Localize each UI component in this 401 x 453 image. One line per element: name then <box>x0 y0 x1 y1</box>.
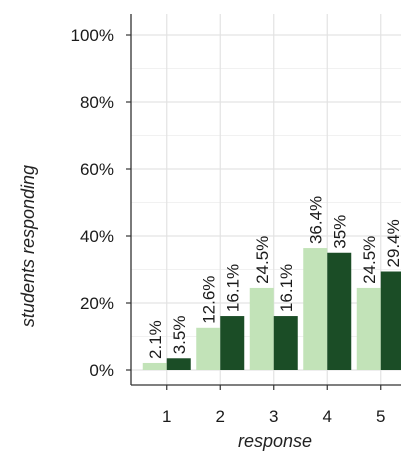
y-axis-label: students responding <box>18 165 38 327</box>
x-tick-label: 5 <box>376 407 385 426</box>
data-label-series-2-cat-4: 35% <box>330 215 349 249</box>
y-tick-label: 0% <box>89 361 114 380</box>
data-label-series-1-cat-4: 36.4% <box>306 196 325 244</box>
x-tick-label: 4 <box>323 407 332 426</box>
data-label-series-2-cat-2: 16.1% <box>223 264 242 312</box>
y-tick-label: 20% <box>80 294 114 313</box>
data-label-series-2-cat-3: 16.1% <box>277 264 296 312</box>
bar-series-1-cat-1 <box>142 362 167 370</box>
bars <box>142 248 401 370</box>
y-tick-label: 100% <box>71 26 114 45</box>
data-label-series-1-cat-5: 24.5% <box>360 236 379 284</box>
bar-series-1-cat-4 <box>303 248 328 370</box>
bar-series-1-cat-3 <box>249 287 274 370</box>
data-label-series-1-cat-2: 12.6% <box>199 276 218 324</box>
data-label-series-1-cat-1: 2.1% <box>146 320 165 359</box>
y-tick-label: 40% <box>80 227 114 246</box>
x-axis-label: response <box>238 431 312 451</box>
y-tick-label: 60% <box>80 160 114 179</box>
x-tick-label: 1 <box>162 407 171 426</box>
bar-series-1-cat-5 <box>356 287 381 370</box>
data-label-series-1-cat-3: 24.5% <box>253 236 272 284</box>
bar-series-2-cat-2 <box>220 316 245 370</box>
axes: 0% 20% 40% 60% 80% 100% 1 2 3 4 5 <box>71 14 401 426</box>
bar-series-2-cat-3 <box>273 316 298 370</box>
data-labels: 2.1% 12.6% 24.5% 36.4% 24.5% 3.5% 16.1% 16.1% 35… <box>146 196 401 359</box>
bar-series-2-cat-5 <box>380 271 401 370</box>
data-label-series-2-cat-1: 3.5% <box>170 316 189 355</box>
bar-series-2-cat-1 <box>166 358 191 370</box>
data-label-series-2-cat-5: 29.4% <box>384 219 401 267</box>
y-tick-label: 80% <box>80 93 114 112</box>
bar-series-1-cat-2 <box>196 327 221 370</box>
x-tick-label: 3 <box>269 407 278 426</box>
x-tick-label: 2 <box>216 407 225 426</box>
bar-series-2-cat-4 <box>327 252 352 370</box>
